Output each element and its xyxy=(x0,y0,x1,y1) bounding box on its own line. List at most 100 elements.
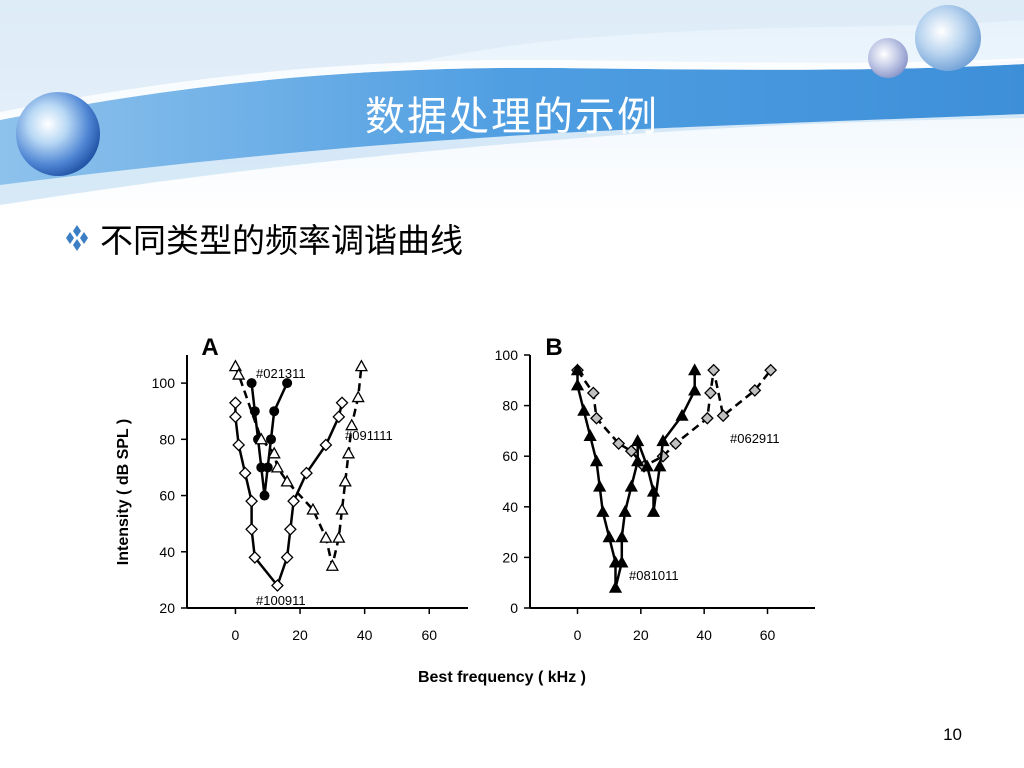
x-tick-label: 20 xyxy=(292,627,308,643)
data-point xyxy=(306,502,320,515)
diamond-bullet-icon xyxy=(66,225,88,251)
y-tick-label: 80 xyxy=(159,431,175,447)
series-annotation: #062911 xyxy=(730,431,780,446)
data-point xyxy=(228,359,243,372)
data-point xyxy=(646,505,661,517)
data-point xyxy=(262,462,273,473)
data-point xyxy=(332,530,346,543)
data-point xyxy=(271,579,284,592)
x-tick-label: 40 xyxy=(357,627,373,643)
data-point xyxy=(596,505,610,517)
data-point xyxy=(646,484,661,497)
bullet-item: 不同类型的频率调谐曲线 xyxy=(62,214,463,262)
data-point xyxy=(590,411,603,425)
data-point xyxy=(577,403,591,416)
data-point xyxy=(764,363,778,377)
data-point xyxy=(653,459,667,472)
data-point xyxy=(570,378,585,391)
data-point xyxy=(640,459,654,472)
data-point xyxy=(624,444,638,458)
series-line xyxy=(234,365,363,567)
data-point xyxy=(246,378,257,389)
y-tick-label: 0 xyxy=(510,600,518,616)
data-point xyxy=(700,411,714,425)
series-091111 xyxy=(228,359,369,571)
data-point xyxy=(608,580,623,593)
series-100911 xyxy=(229,396,349,592)
data-point xyxy=(631,434,645,447)
data-point xyxy=(287,494,301,508)
y-axis-label: Intensity ( dB SPL ) xyxy=(115,419,132,565)
data-point xyxy=(319,530,333,543)
data-point xyxy=(280,474,294,487)
series-line xyxy=(576,370,696,589)
y-tick-label: 60 xyxy=(502,448,518,464)
series-062911 xyxy=(571,363,778,473)
series-081011 xyxy=(570,363,702,593)
data-point xyxy=(338,474,352,487)
data-point xyxy=(656,434,670,447)
chart-panel-a: A 20 40 60 80 100 0 20 40 60 #021311 #091111 #100911 xyxy=(152,334,468,643)
data-point xyxy=(300,466,313,480)
data-point xyxy=(615,530,629,543)
data-point xyxy=(618,505,632,517)
page-number: 10 xyxy=(943,725,962,744)
data-point xyxy=(283,522,297,536)
data-point xyxy=(332,410,346,424)
data-point xyxy=(624,479,638,492)
x-tick-label: 40 xyxy=(696,627,712,643)
data-point xyxy=(631,454,645,467)
data-point xyxy=(280,550,294,564)
data-point xyxy=(716,409,730,423)
y-tick-label: 60 xyxy=(159,488,175,504)
data-point xyxy=(351,390,365,403)
slide-title: 数据处理的示例 xyxy=(365,94,659,140)
data-point xyxy=(688,383,702,396)
x-tick-label: 60 xyxy=(760,627,776,643)
chart-panel-b: B 0 20 40 60 80 100 0 20 40 60 #062911 #081011 xyxy=(495,334,815,643)
series-annotation: #100911 xyxy=(256,593,306,608)
data-point xyxy=(269,406,280,417)
data-point xyxy=(612,437,626,450)
data-point xyxy=(335,396,349,410)
panel-label: B xyxy=(545,334,562,361)
x-tick-label: 0 xyxy=(574,627,582,643)
data-point xyxy=(232,438,246,452)
data-point xyxy=(675,408,689,421)
series-annotation: #021311 xyxy=(256,366,306,381)
data-point xyxy=(267,446,281,459)
data-point xyxy=(615,555,629,568)
x-tick-label: 0 xyxy=(232,627,240,643)
data-point xyxy=(704,386,717,400)
y-tick-label: 20 xyxy=(159,600,175,616)
y-tick-label: 20 xyxy=(502,549,518,565)
data-point xyxy=(259,490,270,501)
data-point xyxy=(265,434,276,445)
data-point xyxy=(254,432,268,445)
data-point xyxy=(270,460,285,473)
data-point xyxy=(282,378,293,389)
x-axis-label: Best frequency ( kHz ) xyxy=(418,669,586,686)
data-point xyxy=(586,386,600,400)
data-point xyxy=(593,479,607,492)
data-point xyxy=(248,550,262,564)
y-tick-label: 100 xyxy=(495,347,519,363)
data-point xyxy=(688,363,702,376)
series-line xyxy=(576,369,772,468)
data-point xyxy=(341,446,356,459)
data-point xyxy=(325,558,339,571)
data-point xyxy=(245,522,259,536)
data-point xyxy=(748,384,762,397)
data-point xyxy=(319,438,333,452)
data-point xyxy=(238,466,252,480)
data-point xyxy=(229,396,242,410)
y-tick-label: 40 xyxy=(159,544,175,560)
data-point xyxy=(589,454,604,467)
data-point xyxy=(245,494,259,508)
data-point xyxy=(232,367,246,380)
data-point xyxy=(669,437,683,450)
data-point xyxy=(354,359,369,372)
series-annotation: #081011 xyxy=(629,568,679,583)
y-tick-label: 100 xyxy=(152,375,176,391)
